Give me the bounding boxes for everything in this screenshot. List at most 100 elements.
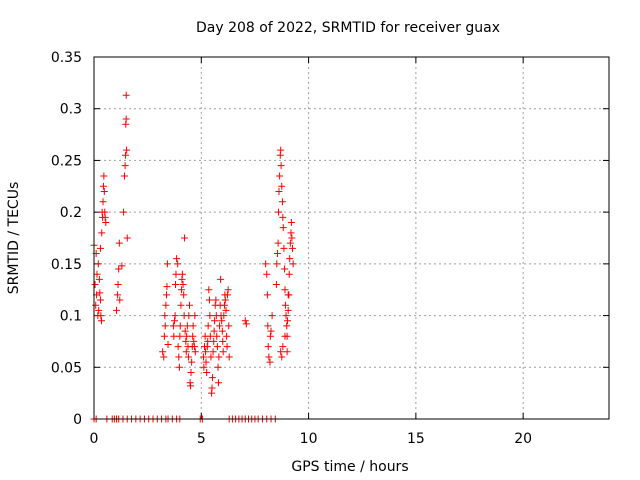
data-point [187, 368, 195, 376]
data-point [94, 260, 102, 268]
data-point [122, 91, 130, 99]
data-point [178, 286, 186, 294]
data-point [223, 291, 231, 299]
data-point [275, 208, 283, 216]
x-axis-label: GPS time / hours [291, 459, 408, 475]
y-tick-label: 0.25 [51, 153, 82, 169]
data-point [200, 363, 208, 371]
x-tick-label: 10 [300, 431, 318, 447]
data-point [187, 382, 195, 390]
data-point [263, 291, 271, 299]
data-point [278, 198, 286, 206]
data-point [210, 337, 218, 345]
data-point [159, 348, 167, 356]
data-point [283, 348, 291, 356]
data-point [191, 312, 199, 320]
data-point [221, 296, 229, 304]
data-point [118, 262, 126, 270]
data-point [92, 301, 100, 309]
data-point [273, 250, 281, 258]
data-point [279, 224, 287, 232]
x-tick-label: 5 [197, 431, 206, 447]
data-point [212, 296, 220, 304]
data-point [123, 146, 131, 154]
data-point [202, 348, 210, 356]
data-point [275, 187, 283, 195]
data-points [90, 91, 297, 423]
data-point [265, 353, 273, 361]
y-tick-label: 0.05 [51, 360, 82, 376]
data-point [218, 317, 226, 325]
data-point [284, 306, 292, 314]
grid-lines [94, 57, 609, 419]
data-point [216, 322, 224, 330]
data-point [172, 270, 180, 278]
data-point [116, 296, 124, 304]
data-point [160, 332, 168, 340]
data-point [282, 312, 290, 320]
data-point [205, 286, 213, 294]
x-tick-label: 0 [90, 431, 99, 447]
data-point [93, 270, 101, 278]
data-point [170, 332, 178, 340]
data-point [207, 353, 215, 361]
data-point [204, 337, 212, 345]
data-point [189, 332, 197, 340]
data-point [122, 115, 130, 123]
data-point [95, 306, 103, 314]
data-point [286, 255, 294, 263]
data-point [163, 291, 171, 299]
data-point [211, 317, 219, 325]
data-point [99, 182, 107, 190]
data-point [241, 317, 249, 325]
data-point [262, 260, 270, 268]
data-point [277, 146, 285, 154]
data-point [120, 208, 128, 216]
data-point [161, 322, 169, 330]
data-point [214, 363, 222, 371]
data-point [164, 341, 172, 349]
data-point [289, 260, 297, 268]
data-point [182, 337, 190, 345]
data-point [225, 353, 233, 361]
data-point [100, 172, 108, 180]
data-point [101, 213, 109, 221]
data-point [91, 281, 99, 289]
data-point [185, 312, 193, 320]
x-tick-label: 15 [407, 431, 425, 447]
data-point [206, 332, 214, 340]
data-point [160, 353, 168, 361]
data-point [102, 218, 110, 226]
data-point [175, 353, 183, 361]
chart-title: Day 208 of 2022, SRMTID for receiver gua… [196, 20, 500, 36]
data-point [266, 332, 274, 340]
data-point [284, 317, 292, 325]
data-point [214, 379, 222, 387]
plot-frame [93, 56, 610, 420]
data-point [181, 234, 189, 242]
data-point [281, 265, 289, 273]
data-point [278, 182, 286, 190]
data-point [263, 270, 271, 278]
data-point [161, 312, 169, 320]
data-point [287, 218, 295, 226]
data-point [178, 270, 186, 278]
data-point [199, 353, 207, 361]
data-point [284, 291, 292, 299]
data-point [177, 301, 185, 309]
data-point [276, 172, 284, 180]
data-point [96, 296, 104, 304]
data-point [209, 348, 217, 356]
data-point [169, 322, 177, 330]
data-point [113, 306, 121, 314]
data-point [191, 348, 199, 356]
data-point [264, 343, 272, 351]
data-point [277, 348, 285, 356]
data-point [183, 332, 191, 340]
data-point [203, 368, 211, 376]
data-point [188, 358, 196, 366]
data-point [213, 332, 221, 340]
data-point [115, 265, 123, 273]
data-point [267, 327, 275, 335]
data-point [288, 234, 296, 242]
